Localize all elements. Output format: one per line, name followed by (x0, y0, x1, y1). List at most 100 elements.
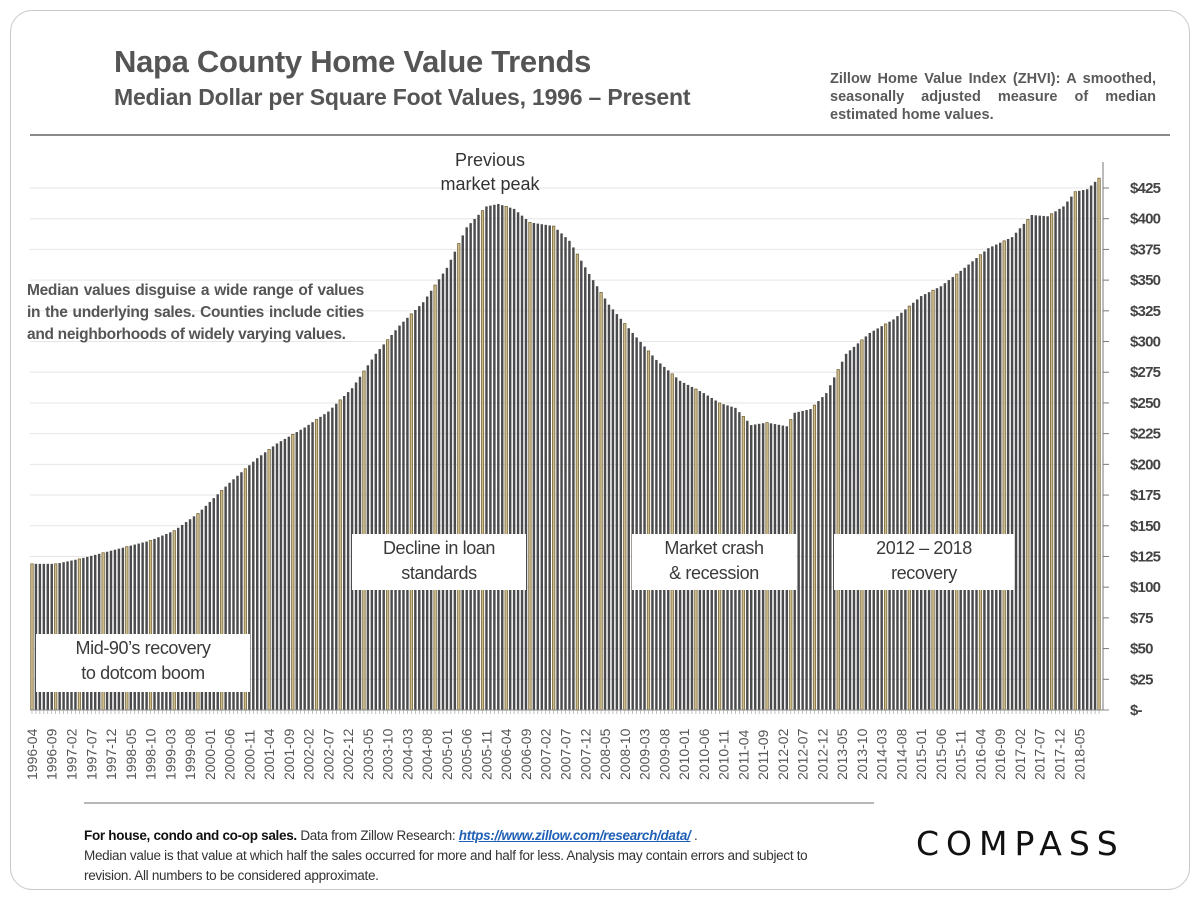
bar (1066, 201, 1069, 710)
bar (157, 537, 160, 710)
bar (117, 548, 121, 710)
bar (86, 556, 89, 710)
footer-after-link: . (690, 828, 698, 843)
x-tick-label: 1998-10 (143, 728, 159, 780)
x-tick-label: 2001-09 (281, 728, 297, 780)
x-tick-label: 2015-11 (953, 729, 969, 780)
bar (884, 323, 888, 711)
bar (433, 284, 437, 711)
bar (489, 205, 492, 710)
bar (947, 280, 951, 710)
bar (82, 557, 85, 710)
bar (516, 212, 520, 710)
bar (323, 414, 326, 710)
bar (508, 207, 512, 710)
bar (1046, 216, 1049, 710)
bar (939, 286, 943, 710)
bar (216, 494, 219, 710)
y-tick-label: $225 (1130, 426, 1161, 443)
bar (137, 543, 140, 710)
x-tick-label: 2011-09 (755, 729, 771, 780)
bar (346, 392, 350, 710)
bar (418, 306, 421, 710)
bar (560, 233, 563, 710)
bar (236, 475, 239, 710)
bar (145, 541, 148, 710)
bar (402, 321, 405, 710)
bar (497, 203, 500, 710)
y-tick-label: $150 (1130, 518, 1161, 535)
bar (252, 461, 255, 710)
x-tick-label: 2000-01 (202, 728, 218, 780)
y-tick-label: $400 (1130, 211, 1161, 228)
bar (176, 527, 180, 710)
bar (141, 542, 144, 710)
bar (809, 409, 812, 710)
bar (279, 441, 283, 710)
bar (540, 224, 544, 711)
bar (457, 243, 461, 711)
bar (256, 458, 259, 710)
annotation-recovery: 2012 – 2018 recovery (834, 534, 1014, 590)
bar (646, 350, 651, 711)
bar (271, 446, 275, 710)
annotation-line: Decline in loan (382, 538, 496, 558)
bar (611, 309, 615, 710)
bar (971, 261, 974, 710)
y-tick-label: $25 (1130, 671, 1153, 688)
bar (34, 563, 38, 710)
bar (978, 254, 983, 711)
bar (461, 235, 464, 710)
bar (587, 273, 591, 710)
bar (916, 299, 919, 710)
x-tick-label: 1997-12 (103, 728, 119, 780)
bar (409, 313, 413, 711)
bar (422, 302, 425, 710)
y-tick-label: $250 (1130, 395, 1161, 412)
x-tick-label: 2017-12 (1052, 728, 1068, 780)
y-tick-label: $200 (1130, 456, 1161, 473)
x-tick-label: 2005-01 (439, 728, 455, 780)
bar (314, 419, 319, 711)
bar (797, 411, 800, 710)
x-tick-label: 2018-05 (1071, 728, 1087, 780)
bar (651, 355, 654, 710)
footer-source-text: Data from Zillow Research: (296, 828, 459, 843)
bar (259, 455, 263, 710)
compass-logo: COMPASS (916, 824, 1125, 863)
bar (1042, 215, 1045, 710)
bar (335, 403, 338, 710)
zillow-data-link[interactable]: https://www.zillow.com/research/data/ (458, 828, 691, 843)
x-tick-label: 2010-06 (696, 728, 712, 780)
bar (852, 346, 856, 710)
x-tick-label: 1998-05 (123, 728, 139, 780)
bar (580, 260, 583, 710)
median-disclaimer-note: Median values disguise a wide range of v… (27, 282, 364, 343)
x-tick-label: 2007-07 (558, 728, 574, 780)
bar (287, 436, 291, 710)
annotation-line: standards (401, 563, 477, 583)
x-tick-label: 2005-11 (479, 729, 495, 780)
bar (1081, 190, 1085, 711)
y-tick-label: $75 (1130, 610, 1153, 627)
chart-subtitle: Median Dollar per Square Foot Values, 19… (114, 84, 691, 110)
bar (504, 206, 508, 711)
bar (552, 225, 556, 711)
bar (425, 296, 429, 710)
bar (303, 427, 306, 710)
bar (93, 554, 97, 710)
bar (180, 524, 184, 710)
bar (615, 314, 619, 710)
bar (1050, 213, 1054, 711)
x-tick-label: 2014-03 (874, 728, 890, 780)
bar (931, 289, 935, 711)
x-tick-label: 2012-12 (814, 728, 830, 780)
bar (619, 318, 623, 710)
bar (864, 336, 868, 710)
bar (532, 223, 536, 710)
x-tick-label: 2013-10 (854, 728, 870, 780)
bar (480, 210, 485, 711)
bar (469, 223, 472, 710)
bar (603, 298, 607, 710)
annotation-previous-peak: Previous market peak (420, 148, 560, 196)
